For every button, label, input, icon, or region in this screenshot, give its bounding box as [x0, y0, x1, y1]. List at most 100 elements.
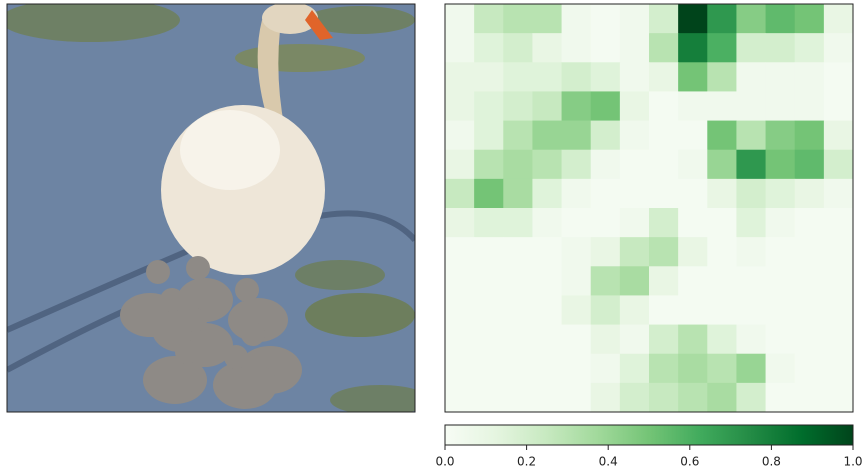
- heat-cell: [532, 208, 562, 238]
- heat-cell: [736, 121, 766, 151]
- heat-cell: [474, 33, 504, 63]
- heat-cell: [532, 150, 562, 180]
- heat-cell: [620, 208, 650, 238]
- heat-cell: [474, 354, 504, 384]
- heat-cell: [824, 179, 854, 209]
- heat-cell: [707, 91, 737, 121]
- heat-cell: [736, 150, 766, 180]
- heat-cell: [766, 33, 796, 63]
- heat-cell: [562, 208, 592, 238]
- heat-cell: [620, 4, 650, 34]
- heat-cell: [591, 325, 621, 355]
- heat-cell: [795, 33, 825, 63]
- heat-cell: [707, 121, 737, 151]
- heat-cell: [824, 121, 854, 151]
- heat-cell: [620, 237, 650, 267]
- heat-cell: [736, 179, 766, 209]
- heat-cell: [678, 62, 708, 92]
- heat-cell: [678, 295, 708, 325]
- heat-cell: [678, 91, 708, 121]
- heat-cell: [532, 295, 562, 325]
- heat-cell: [766, 150, 796, 180]
- heat-cell: [445, 354, 475, 384]
- heat-cell: [649, 354, 679, 384]
- heat-cell: [620, 150, 650, 180]
- weed: [295, 260, 385, 290]
- heat-cell: [707, 62, 737, 92]
- tick-label: 0.0: [435, 455, 454, 469]
- heat-cell: [562, 266, 592, 296]
- heat-cell: [562, 4, 592, 34]
- heat-cell: [474, 179, 504, 209]
- heat-cell: [649, 266, 679, 296]
- heat-cell: [795, 354, 825, 384]
- heat-cell: [562, 383, 592, 413]
- heat-cell: [474, 121, 504, 151]
- photo: [0, 0, 430, 415]
- heat-cell: [649, 179, 679, 209]
- heat-cell: [620, 91, 650, 121]
- heat-cell: [649, 237, 679, 267]
- heat-cell: [503, 237, 533, 267]
- tick-label: 0.6: [680, 455, 699, 469]
- heat-cell: [766, 62, 796, 92]
- heat-cell: [445, 208, 475, 238]
- heat-cell: [795, 150, 825, 180]
- heat-cell: [736, 33, 766, 63]
- heat-cell: [445, 121, 475, 151]
- heat-cell: [474, 383, 504, 413]
- heat-cell: [562, 62, 592, 92]
- heat-cell: [678, 208, 708, 238]
- heat-cell: [532, 62, 562, 92]
- heat-cell: [532, 33, 562, 63]
- heat-cell: [474, 266, 504, 296]
- heat-cell: [766, 266, 796, 296]
- heat-cell: [562, 325, 592, 355]
- heat-cell: [562, 91, 592, 121]
- heat-cell: [532, 91, 562, 121]
- heat-cell: [795, 62, 825, 92]
- heat-cell: [474, 325, 504, 355]
- heat-cell: [707, 383, 737, 413]
- heat-cell: [649, 325, 679, 355]
- heat-cell: [736, 237, 766, 267]
- heat-cell: [766, 91, 796, 121]
- heat-cell: [795, 295, 825, 325]
- heat-cell: [532, 4, 562, 34]
- heat-cell: [824, 208, 854, 238]
- heat-cell: [474, 150, 504, 180]
- heat-cell: [707, 208, 737, 238]
- heat-cell: [562, 237, 592, 267]
- heat-cell: [503, 150, 533, 180]
- swan-feathers: [180, 110, 280, 190]
- heat-cell: [795, 179, 825, 209]
- heat-cell: [532, 121, 562, 151]
- heat-cell: [824, 325, 854, 355]
- figure: 0.00.20.40.60.81.0: [0, 0, 865, 473]
- heat-cell: [649, 295, 679, 325]
- heat-cell: [591, 354, 621, 384]
- heat-cell: [678, 266, 708, 296]
- heat-cell: [678, 33, 708, 63]
- heat-cell: [678, 121, 708, 151]
- heat-cell: [649, 208, 679, 238]
- heat-cell: [824, 62, 854, 92]
- heat-cell: [649, 91, 679, 121]
- heat-cell: [591, 237, 621, 267]
- heat-cell: [503, 266, 533, 296]
- heat-cell: [503, 91, 533, 121]
- heat-cell: [503, 121, 533, 151]
- heat-cell: [824, 383, 854, 413]
- heat-cell: [532, 179, 562, 209]
- heat-cell: [795, 121, 825, 151]
- heat-cell: [795, 325, 825, 355]
- heat-cell: [532, 266, 562, 296]
- heat-cell: [445, 295, 475, 325]
- heat-cell: [678, 150, 708, 180]
- heat-cell: [445, 150, 475, 180]
- heat-cell: [707, 33, 737, 63]
- heat-cell: [620, 121, 650, 151]
- tick-label: 0.4: [599, 455, 618, 469]
- heat-cell: [649, 33, 679, 63]
- heat-cell: [736, 62, 766, 92]
